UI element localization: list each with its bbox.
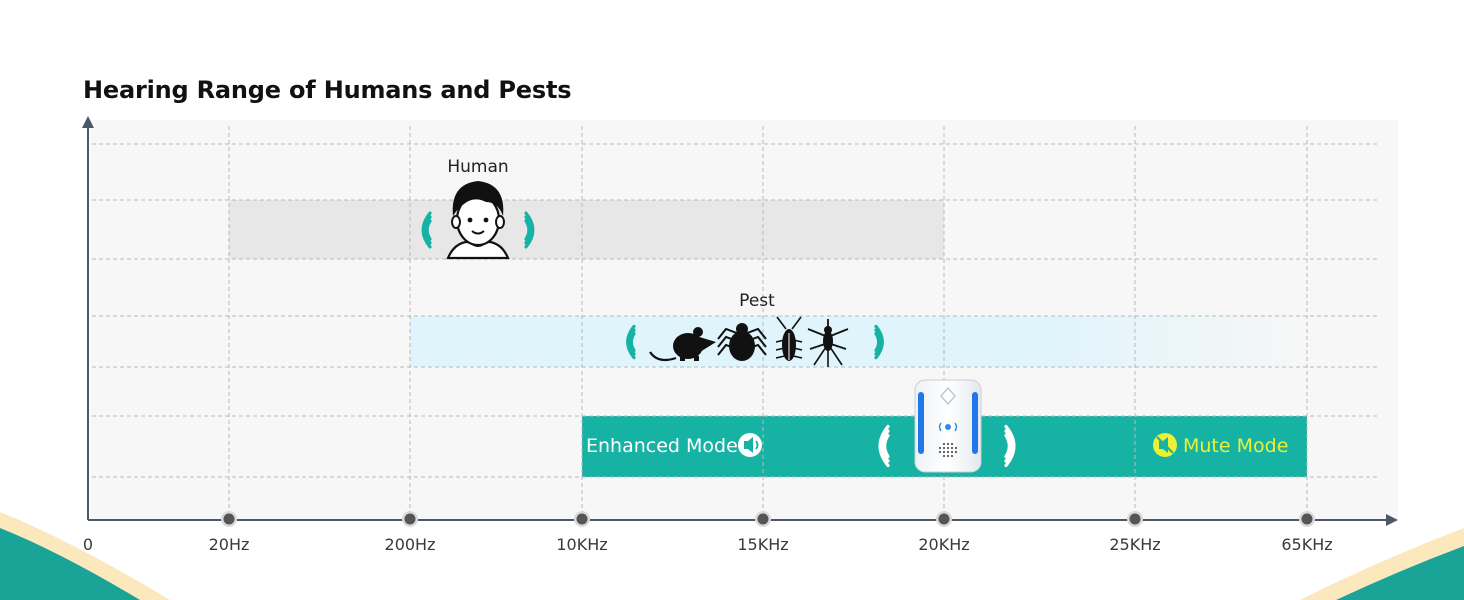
band-label-human: Human [447, 157, 508, 177]
x-tick-label: 25KHz [1109, 535, 1160, 554]
cockroach-icon [775, 316, 803, 361]
mouse-icon [649, 327, 716, 362]
tick-marker [757, 513, 769, 525]
band-labels: Human Pest Enhanced Mode Mute Mode [447, 157, 1288, 457]
tick-marker [223, 513, 235, 525]
band-label-pest: Pest [739, 291, 775, 311]
x-tick-label: 65KHz [1281, 535, 1332, 554]
band-icons [421, 181, 1016, 473]
x-tick-label: 20KHz [918, 535, 969, 554]
speaker-wave-icon [738, 433, 762, 457]
corner-decoration-right-teal [1336, 546, 1464, 600]
x-tick-label: 200Hz [385, 535, 436, 554]
x-axis-arrow [1386, 514, 1398, 526]
sound-wave-icon [626, 324, 636, 360]
tick-marker [1301, 513, 1313, 525]
tick-marker [576, 513, 588, 525]
corner-decoration-left-teal [0, 528, 140, 600]
chart-title: Hearing Range of Humans and Pests [83, 76, 572, 104]
ultrasonic-repeller-device-icon [914, 379, 982, 473]
axes [82, 116, 1398, 526]
sound-wave-icon [874, 324, 884, 360]
device-wave-left-icon [878, 424, 890, 468]
device-wave-right-icon [1004, 424, 1016, 468]
tick-marker [404, 513, 416, 525]
tick-marker [938, 513, 950, 525]
x-axis-ticks: 0 20Hz 200Hz 10KHz 15KHz 20KHz 25KHz 65KHz [83, 511, 1333, 554]
enhanced-mode-label: Enhanced Mode [586, 435, 738, 457]
band-human [229, 200, 944, 259]
spider-icon [717, 323, 767, 361]
tick-marker [1129, 513, 1141, 525]
x-tick-label: 0 [83, 535, 93, 554]
sound-wave-icon [524, 211, 535, 249]
x-tick-label: 10KHz [556, 535, 607, 554]
x-tick-label: 20Hz [209, 535, 250, 554]
band-pest [410, 316, 1307, 367]
x-tick-label: 15KHz [737, 535, 788, 554]
sound-wave-icon [421, 211, 432, 249]
muted-speaker-icon [1153, 433, 1177, 457]
y-axis-arrow [82, 116, 94, 128]
grid-lines [92, 126, 1380, 519]
mute-mode-label: Mute Mode [1183, 435, 1288, 457]
human-face-icon [446, 181, 510, 260]
mosquito-icon [807, 319, 849, 367]
